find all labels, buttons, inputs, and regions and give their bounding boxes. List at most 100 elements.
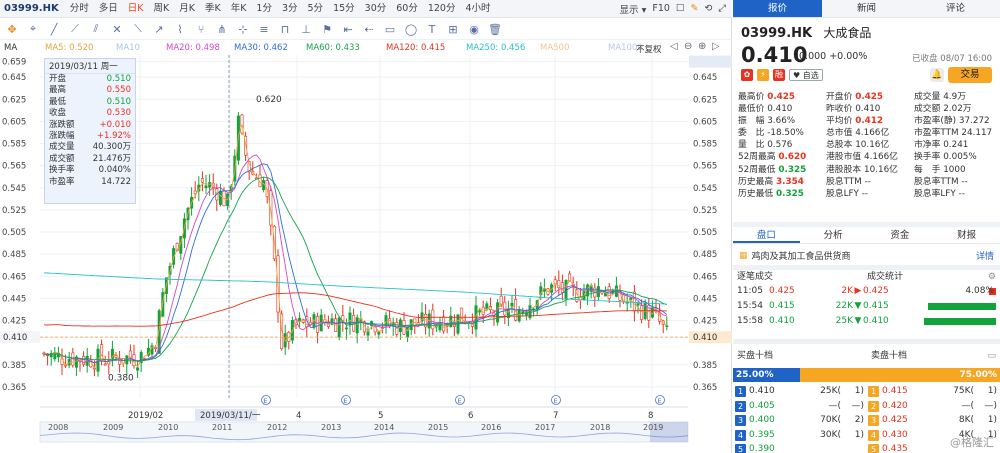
back-arrow-icon[interactable]: ⇤	[343, 22, 353, 36]
quote-key: 股息率TTM	[914, 176, 959, 187]
candle-body	[316, 316, 320, 333]
cross-icon[interactable]: ✕	[112, 22, 122, 36]
tooltip-key: 最低	[49, 96, 67, 107]
refresh-icon[interactable]: ⟲	[704, 3, 713, 14]
square-icon[interactable]: ☐	[675, 3, 685, 14]
period-tab[interactable]: 1分	[256, 2, 272, 14]
period-tab[interactable]: 多日	[98, 2, 118, 14]
stat-price: 0.425	[863, 286, 889, 296]
bid-level[interactable]: 5 0.390	[733, 442, 866, 453]
period-tab[interactable]: 日K	[127, 2, 144, 14]
circle-minus-icon[interactable]: ⊖	[684, 41, 693, 52]
add-watchlist-button[interactable]: ♥ 自选	[789, 69, 823, 81]
ray-icon[interactable]: ⟋	[71, 22, 79, 35]
bid-level[interactable]: 3 0.400 70K(2)	[733, 413, 866, 428]
left-arrow-icon[interactable]: ⇠	[364, 22, 374, 36]
circle-left-icon[interactable]: ◁	[670, 41, 678, 52]
ask-level[interactable]: 2 0.420 —(—)	[866, 399, 999, 414]
pitchfork-icon[interactable]: ⋔	[217, 22, 227, 36]
text-icon[interactable]: T	[428, 22, 436, 36]
fullscreen-icon[interactable]: ⤢	[718, 3, 726, 14]
quote-tab[interactable]: 报价	[733, 0, 822, 17]
flag-icon[interactable]: ⚑	[322, 22, 332, 36]
fork-icon[interactable]: ⑂	[197, 22, 205, 36]
eye-icon[interactable]: ◉	[469, 22, 479, 36]
trendline-icon[interactable]: ╱	[50, 22, 58, 36]
pencil-icon[interactable]: ✎	[690, 3, 699, 14]
f10-button[interactable]: F10	[652, 3, 670, 14]
ma-legend-item: MA250: 0.456	[466, 43, 526, 53]
quote-tab[interactable]: 新闻	[856, 3, 876, 14]
period-tab[interactable]: 3分	[281, 2, 298, 14]
bid-level[interactable]: 2 0.405 —(—)	[733, 399, 866, 414]
crosshair-icon[interactable]: ⌖	[29, 22, 37, 35]
bid-level[interactable]: 1 0.410 25K(1)	[733, 384, 866, 399]
quote-key: 最高价	[738, 92, 765, 102]
event-marker-icon[interactable]: E	[551, 395, 561, 406]
period-tab[interactable]: 60分	[396, 2, 418, 14]
circle-icon[interactable]: ◯	[404, 22, 418, 36]
quote-key: 历史最低	[738, 188, 774, 199]
trade-button[interactable]: 交易	[948, 67, 992, 83]
gann-icon[interactable]: ⊹	[238, 22, 248, 36]
levels-icon[interactable]: ≡	[259, 22, 269, 36]
navigator-window[interactable]	[650, 422, 688, 442]
bell-icon[interactable]: 🔔	[930, 68, 944, 82]
minimize-icon[interactable]: ▭	[987, 351, 996, 361]
ask-level[interactable]: 5 0.435	[866, 442, 999, 453]
candle-body	[344, 327, 348, 330]
trash-icon[interactable]: 🗑	[488, 22, 502, 36]
ask-level[interactable]: 1 0.415 75K(1)	[866, 384, 999, 399]
display-dropdown[interactable]: 显示 ▾	[619, 4, 647, 16]
event-marker-icon[interactable]: E	[341, 395, 351, 406]
candle-body	[632, 291, 636, 312]
lightning-icon[interactable]: ⚡	[757, 69, 769, 81]
quote-cell: 市盈率TTM 24.117	[914, 127, 1000, 139]
event-marker-icon[interactable]: E	[655, 395, 665, 406]
circle-right-icon[interactable]: ▷	[712, 41, 720, 52]
channel-icon[interactable]: ⫽	[93, 22, 99, 35]
candle-body	[193, 190, 197, 195]
move-icon[interactable]: ✥	[7, 22, 17, 36]
period-tab[interactable]: 4小时	[465, 2, 491, 14]
industry-detail-link[interactable]: 详情	[975, 252, 994, 262]
period-tab[interactable]: 分时	[69, 2, 89, 14]
line-icon[interactable]: ⟍	[134, 22, 142, 35]
margin-icon[interactable]: 融	[773, 69, 785, 81]
tick-time: 15:58	[737, 316, 763, 326]
tick-icon[interactable]: ⊥	[301, 22, 311, 36]
zigzag-icon[interactable]: ⌇	[177, 22, 183, 36]
period-tab[interactable]: 15分	[333, 2, 355, 14]
period-tab[interactable]: 120分	[427, 2, 456, 14]
measure-icon[interactable]: ⊞	[448, 22, 458, 36]
adjust-dropdown[interactable]: 不复权	[636, 45, 662, 55]
kline-chart[interactable]: 0.6590.6590.6450.6450.6250.6250.6050.605…	[0, 40, 732, 453]
panel-tab[interactable]: 分析	[823, 230, 843, 241]
gate-icon[interactable]: ⊓	[280, 22, 290, 36]
period-tab[interactable]: 年K	[230, 2, 247, 14]
quote-tab[interactable]: 评论	[945, 3, 965, 14]
rect-icon[interactable]: ▭	[384, 22, 396, 36]
arrow-icon[interactable]: ↗	[154, 22, 164, 36]
panel-tab[interactable]: 盘口	[733, 227, 800, 243]
gear-icon[interactable]: ⚙	[987, 272, 996, 282]
period-tab[interactable]: 周K	[153, 2, 170, 14]
ask-level[interactable]: 3 0.425 8K(1)	[866, 413, 999, 428]
bid-level[interactable]: 4 0.395 30K(1)	[733, 428, 866, 443]
tooltip-key: 涨跌幅	[49, 130, 75, 141]
tooltip-value: +1.92%	[96, 130, 131, 141]
ma-legend-item: MA10	[116, 43, 140, 53]
period-tab[interactable]: 季K	[204, 2, 221, 14]
tick-direction-icon: ▼	[854, 301, 862, 311]
ask-level[interactable]: 4 0.430 4K(1)	[866, 428, 999, 443]
panel-tab[interactable]: 资金	[890, 230, 910, 241]
quote-cell: 成交额 2.02万	[914, 103, 1000, 115]
period-tab[interactable]: 月K	[179, 2, 195, 14]
period-tab[interactable]: 5分	[307, 2, 324, 14]
industry-row[interactable]: ▦ 鸡肉及其加工食品供货商 详情	[733, 246, 1000, 265]
period-tab[interactable]: 30分	[364, 2, 387, 14]
event-marker-icon[interactable]: E	[455, 395, 465, 406]
circle-plus-icon[interactable]: ⊕	[698, 41, 707, 52]
panel-tab[interactable]: 财报	[957, 230, 977, 241]
event-marker-icon[interactable]: E	[261, 395, 271, 406]
